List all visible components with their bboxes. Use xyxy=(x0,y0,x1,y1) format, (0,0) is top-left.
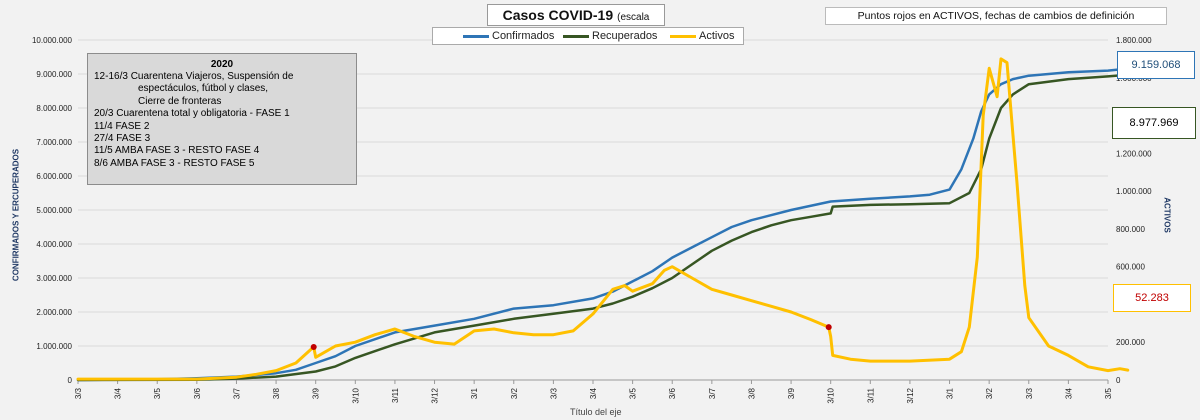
y-right-tick-label: 200.000 xyxy=(1116,338,1145,347)
info-line-1: 12-16/3 Cuarentena Viajeros, Suspensión … xyxy=(94,71,294,82)
legend-label-activos: Activos xyxy=(699,30,735,42)
x-tick-label: 3/12 xyxy=(431,387,440,403)
change-points-layer xyxy=(310,324,832,350)
chart-title: Casos COVID-19 xyxy=(502,7,614,23)
y-left-tick-label: 3.000.000 xyxy=(36,274,72,283)
legend: Confirmados Recuperados Activos xyxy=(432,27,744,45)
y-left-tick-label: 4.000.000 xyxy=(36,240,72,249)
y-right-tick-label: 800.000 xyxy=(1116,225,1145,234)
info-line-3: Cierre de fronteras xyxy=(138,95,222,107)
x-tick-label: 3/10 xyxy=(351,387,360,403)
info-box: 2020 12-16/3 Cuarentena Viajeros, Suspen… xyxy=(87,53,357,185)
x-tick-label: 3/3 xyxy=(1025,387,1034,399)
legend-item-recuperados: Recuperados xyxy=(563,28,657,44)
change-point-marker xyxy=(825,324,832,331)
info-line-6: 27/4 FASE 3 xyxy=(94,133,151,145)
y-right-tick-label: 600.000 xyxy=(1116,263,1145,272)
x-tick-label: 3/7 xyxy=(708,387,717,399)
x-tick-label: 3/7 xyxy=(232,387,241,399)
x-tick-label: 3/10 xyxy=(827,387,836,403)
value-box-recuperados: 8.977.969 xyxy=(1112,107,1196,139)
legend-swatch-recuperados xyxy=(563,34,589,38)
x-tick-label: 3/4 xyxy=(114,387,123,399)
y-left-tick-label: 10.000.000 xyxy=(32,36,73,45)
x-tick-label: 3/6 xyxy=(668,387,677,399)
y-left-tick-label: 6.000.000 xyxy=(36,172,72,181)
info-line-4: 20/3 Cuarentena total y obligatoria - FA… xyxy=(94,108,290,120)
x-tick-label: 3/4 xyxy=(1064,387,1073,399)
y-axis-right-title: ACTIVOS xyxy=(1162,197,1172,233)
info-line-5: 11/4 FASE 2 xyxy=(94,120,150,132)
legend-swatch-confirmados xyxy=(463,34,489,38)
legend-label-recuperados: Recuperados xyxy=(592,30,658,42)
note-box: Puntos rojos en ACTIVOS, fechas de cambi… xyxy=(825,7,1167,25)
y-axis-left-title: CONFIRMADOS Y ERCUPERADOS xyxy=(11,148,21,282)
x-tick-label: 3/11 xyxy=(391,387,400,403)
legend-item-activos: Activos xyxy=(670,28,734,44)
x-tick-label: 3/3 xyxy=(74,387,83,399)
x-tick-label: 3/4 xyxy=(589,387,598,399)
x-tick-label: 3/2 xyxy=(510,387,519,399)
x-tick-label: 3/3 xyxy=(549,387,558,399)
x-tick-label: 3/8 xyxy=(747,387,756,399)
y-right-tick-label: 1.800.000 xyxy=(1116,36,1152,45)
y-left-tick-label: 1.000.000 xyxy=(36,342,72,351)
left-axis-ticks: 0 1.000.000 2.000.000 3.000.000 4.000.000 5.0… xyxy=(32,36,73,385)
x-tick-label: 3/5 xyxy=(153,387,162,399)
legend-item-confirmados: Confirmados xyxy=(463,28,554,44)
info-line-2: espectáculos, fútbol y clases, xyxy=(138,83,269,95)
x-axis-title: Título del eje xyxy=(570,407,622,417)
x-tick-label: 3/9 xyxy=(787,387,796,399)
x-tick-label: 3/1 xyxy=(946,387,955,399)
y-left-tick-label: 2.000.000 xyxy=(36,308,72,317)
x-tick-label: 3/12 xyxy=(906,387,915,403)
value-box-confirmados: 9.159.068 xyxy=(1117,51,1195,79)
legend-swatch-activos xyxy=(670,34,696,38)
info-box-title: 2020 xyxy=(210,59,234,70)
x-tick-label: 3/2 xyxy=(985,387,994,399)
x-tick-label: 3/8 xyxy=(272,387,281,399)
change-point-marker xyxy=(310,343,317,350)
x-tick-label: 3/5 xyxy=(1104,387,1113,399)
y-left-tick-label: 8.000.000 xyxy=(36,104,72,113)
y-left-tick-label: 9.000.000 xyxy=(36,70,72,79)
y-right-tick-label: 1.000.000 xyxy=(1116,187,1152,196)
chart-title-box: Casos COVID-19(escala lineal) xyxy=(487,4,665,45)
info-line-8: 8/6 AMBA FASE 3 - RESTO FASE 5 xyxy=(94,157,255,169)
x-tick-label: 3/11 xyxy=(866,387,875,403)
y-right-tick-label: 1.200.000 xyxy=(1116,149,1152,158)
series-line-recuperados xyxy=(76,73,1130,382)
x-tick-label: 3/5 xyxy=(629,387,638,399)
x-tick-label: 3/9 xyxy=(312,387,321,399)
series-layer xyxy=(76,57,1130,382)
x-axis-ticks: 3/3 3/4 3/5 3/6 3/7 3/8 3/9 3/10 3/11 3/12 3/1 3/2 3… xyxy=(74,379,1113,404)
right-axis-ticks: 0200.000400.000600.000800.0001.000.0001.… xyxy=(1116,36,1152,385)
legend-label-confirmados: Confirmados xyxy=(492,30,555,42)
series-line-activos xyxy=(76,57,1130,381)
y-right-tick-label: 0 xyxy=(1116,376,1121,385)
info-line-7: 11/5 AMBA FASE 3 - RESTO FASE 4 xyxy=(94,145,260,157)
value-box-activos: 52.283 xyxy=(1113,284,1191,312)
x-tick-label: 3/1 xyxy=(470,387,479,399)
x-tick-label: 3/6 xyxy=(193,387,202,399)
y-left-tick-label: 5.000.000 xyxy=(36,206,72,215)
y-left-tick-label: 7.000.000 xyxy=(36,138,72,147)
y-left-tick-label: 0 xyxy=(68,376,73,385)
